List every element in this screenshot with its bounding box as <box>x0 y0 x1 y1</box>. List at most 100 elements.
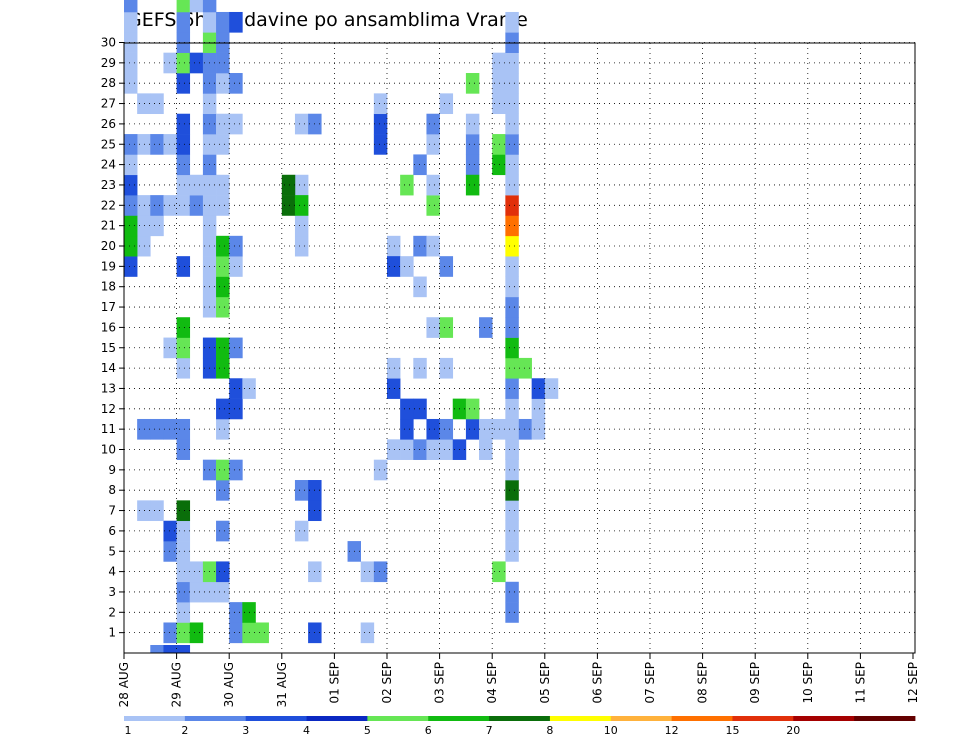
colorbar-label: 7 <box>486 724 493 737</box>
heat-cell <box>426 235 440 257</box>
heat-cell <box>229 11 243 33</box>
heat-cell <box>229 256 243 277</box>
heat-cell <box>492 561 506 583</box>
heat-cell <box>505 256 519 277</box>
heat-cell <box>216 235 230 257</box>
x-tick-label: 30 AUG <box>222 662 236 707</box>
x-tick-label: 11 SEP <box>853 662 867 704</box>
heat-cell <box>413 439 427 460</box>
heat-cell <box>189 174 204 196</box>
heat-cell <box>137 134 151 155</box>
heat-cell <box>281 195 296 216</box>
colorbar-swatch <box>671 716 733 721</box>
heat-cell <box>216 174 230 196</box>
heat-cell <box>124 11 138 33</box>
y-tick-label: 10 <box>101 443 116 457</box>
heat-cell <box>439 418 454 440</box>
heat-cell <box>150 93 164 115</box>
heat-cell <box>124 174 138 196</box>
y-tick-label: 15 <box>101 341 116 355</box>
heat-cell <box>294 195 309 216</box>
heat-cell <box>387 256 401 277</box>
heat-cell <box>505 520 519 542</box>
y-tick-label: 2 <box>108 605 116 619</box>
x-tick-label: 06 SEP <box>590 662 604 704</box>
heat-cell <box>189 195 204 216</box>
y-tick-label: 19 <box>101 259 116 273</box>
heat-cell <box>124 256 138 277</box>
heat-cell <box>137 93 151 115</box>
heat-cell <box>216 113 230 135</box>
colorbar-swatch <box>306 716 368 721</box>
heat-cell <box>465 113 480 135</box>
heat-cell <box>176 581 191 603</box>
heat-cell <box>492 73 506 94</box>
y-tick-label: 7 <box>108 504 116 518</box>
heat-cell <box>163 195 177 216</box>
heat-cell <box>505 195 519 216</box>
heat-cell <box>294 480 309 501</box>
heat-cell <box>505 235 519 257</box>
heat-cell <box>465 418 480 440</box>
heat-cell <box>505 581 519 603</box>
heat-cell <box>189 622 204 644</box>
y-tick-label: 25 <box>101 137 116 151</box>
heat-cell <box>229 622 243 644</box>
heat-cell <box>465 134 480 155</box>
heat-cell <box>505 11 519 33</box>
colorbar-label: 20 <box>786 724 800 737</box>
heat-cell <box>176 113 191 135</box>
heat-cell <box>150 215 164 237</box>
y-tick-label: 12 <box>101 402 116 416</box>
colorbar-label: 5 <box>364 724 371 737</box>
heat-cell <box>176 622 191 644</box>
y-tick-label: 22 <box>101 198 116 212</box>
x-tick-label: 10 SEP <box>801 662 815 704</box>
heat-cell <box>479 439 493 460</box>
heat-cell <box>150 500 164 522</box>
heat-cell <box>387 378 401 399</box>
heat-cell <box>163 645 177 654</box>
heat-cell <box>531 378 546 399</box>
x-tick-label: 04 SEP <box>485 662 499 704</box>
heat-cell <box>176 73 191 94</box>
heat-cell <box>518 357 532 379</box>
y-tick-label: 23 <box>101 178 116 192</box>
x-tick-label: 07 SEP <box>643 662 657 704</box>
y-axis: 1234567891011121314151617181920212223242… <box>101 36 124 640</box>
heat-cell <box>216 418 230 440</box>
heat-cell <box>294 215 309 237</box>
heat-cell <box>439 256 454 277</box>
heat-cell <box>216 73 230 94</box>
colorbar-swatch <box>489 716 551 721</box>
y-tick-label: 29 <box>101 56 116 70</box>
heat-cell <box>492 418 506 440</box>
grid-layer <box>124 42 915 653</box>
heat-cell <box>413 357 427 379</box>
heat-cell <box>426 439 440 460</box>
heat-cell <box>505 480 519 501</box>
heat-cell <box>439 439 454 460</box>
heat-cell <box>176 602 191 623</box>
heat-cell <box>400 418 414 440</box>
x-tick-label: 28 AUG <box>117 662 131 707</box>
heat-cell <box>387 439 401 460</box>
heat-cell <box>163 52 177 74</box>
heat-cell <box>465 174 480 196</box>
heat-cell <box>505 602 519 623</box>
heat-cell <box>465 398 480 420</box>
colorbar-label: 1 <box>125 724 132 737</box>
colorbar-swatch <box>367 716 429 721</box>
heat-cell <box>189 52 204 74</box>
heat-cell <box>426 418 440 440</box>
heat-cell <box>505 439 519 460</box>
heat-cell <box>216 256 230 277</box>
heat-cell <box>163 541 177 562</box>
heat-cell <box>479 418 493 440</box>
heat-cell <box>505 337 519 359</box>
heat-cell <box>216 480 230 501</box>
heat-cell <box>505 378 519 399</box>
heat-cell <box>176 154 191 176</box>
x-axis: 28 AUG 29 AUG 30 AUG 31 AUG 01 SEP 02 SEP 03 S… <box>117 653 920 707</box>
heat-cell <box>176 645 191 654</box>
